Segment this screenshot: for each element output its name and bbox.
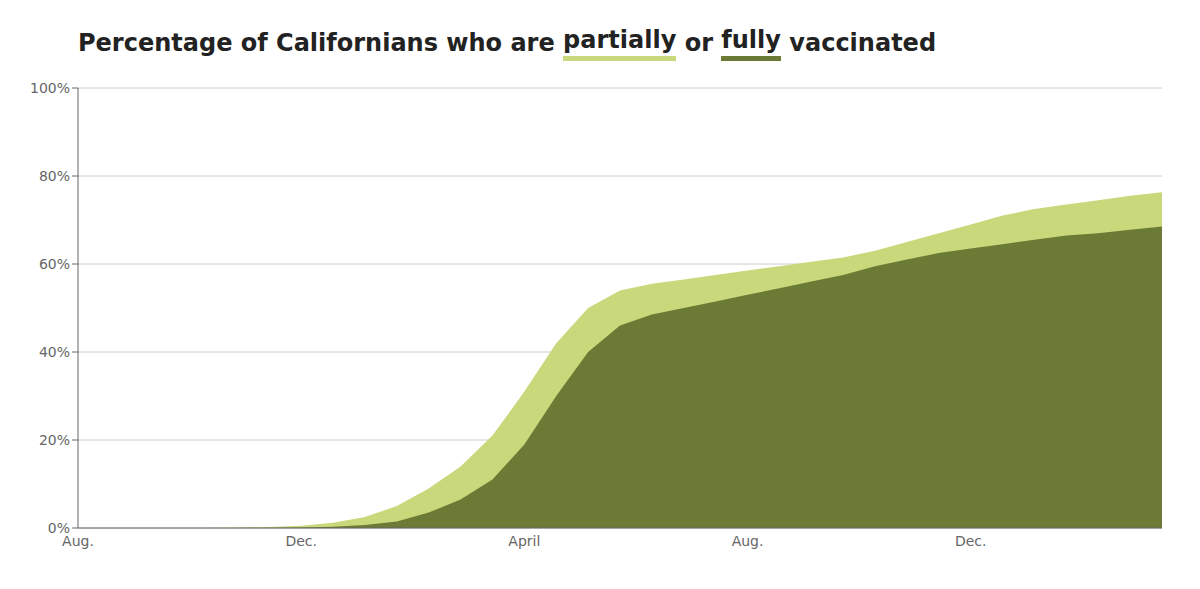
- svg-text:Aug.: Aug.: [732, 533, 764, 549]
- svg-text:60%: 60%: [39, 256, 70, 272]
- svg-text:20%: 20%: [39, 432, 70, 448]
- svg-text:April: April: [508, 533, 540, 549]
- svg-text:0%: 0%: [48, 520, 70, 536]
- html-text:Percentage of Californians who: Percentage of Californians who are parti…: [78, 25, 937, 57]
- svg-text:Aug.: Aug.: [62, 532, 94, 549]
- svg-text:40%: 40%: [39, 344, 70, 360]
- svg-text:Dec.: Dec.: [285, 533, 317, 549]
- svg-text:80%: 80%: [39, 168, 70, 184]
- svg-text:Dec.: Dec.: [955, 533, 987, 549]
- svg-text:100%: 100%: [30, 80, 70, 96]
